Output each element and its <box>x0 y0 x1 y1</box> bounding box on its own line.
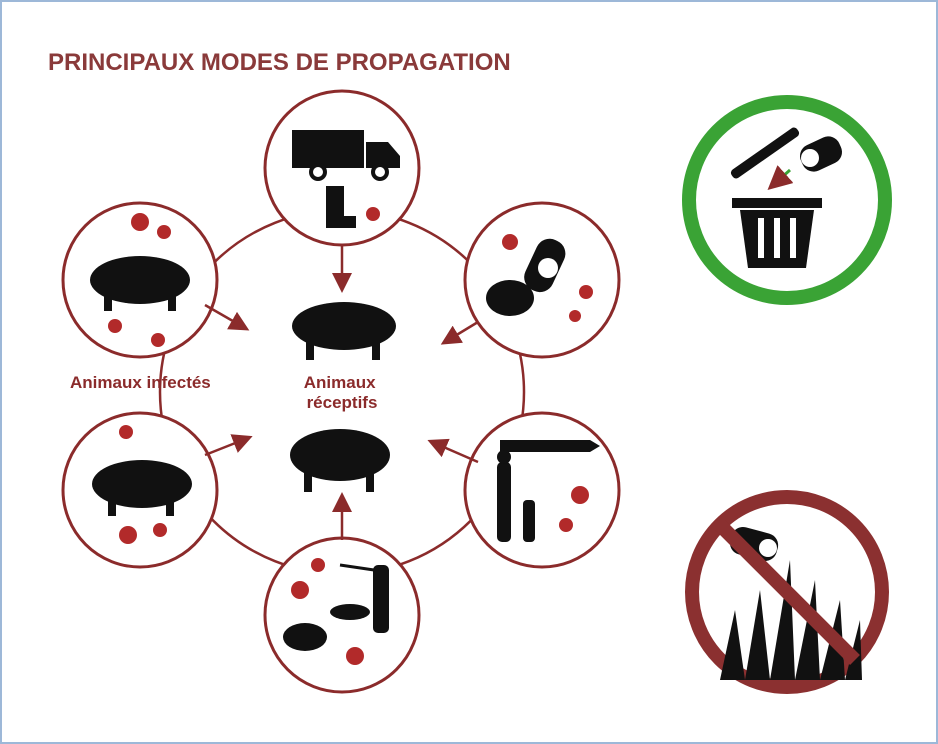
receptive-line: Animaux <box>304 373 376 392</box>
infected-label: Animaux infectés <box>70 373 211 392</box>
receptive-line: réceptifs <box>307 393 378 412</box>
dispose-in-bin-icon <box>689 102 885 298</box>
no-littering-icon <box>692 497 882 687</box>
infographic: PRINCIPAUX MODES DE PROPAGATION <box>0 0 938 744</box>
title: PRINCIPAUX MODES DE PROPAGATION <box>48 49 511 76</box>
receptive-label: Animaux réceptifs <box>304 373 381 412</box>
